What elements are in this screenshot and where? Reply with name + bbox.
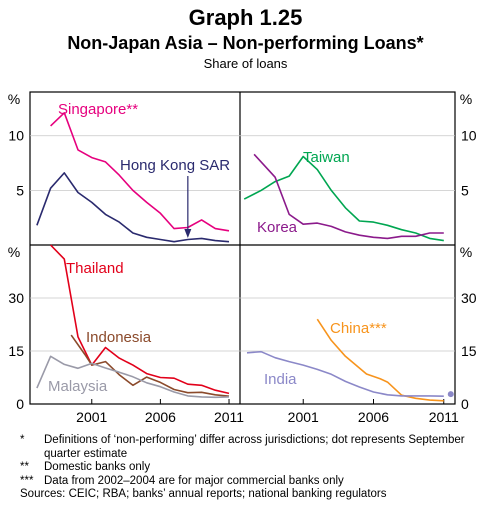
note-text: Definitions of ‘non-performing’ differ a… [44,434,465,460]
y-tick-label: 30 [461,290,477,306]
series-line-singapore [50,112,230,232]
y-unit-label-top-left: % [8,91,20,107]
x-tick-label: 2001 [288,409,319,425]
series-label-thailand: Thailand [66,260,124,277]
plot-frame [29,91,456,405]
y-tick-label: 0 [461,396,469,412]
y-unit-label-top-right: % [460,91,472,107]
y-unit-label-bottom-left: % [8,244,20,260]
y-tick-label: 10 [8,128,24,144]
y-tick-label: 30 [8,290,24,306]
note-2: ** Domestic banks only [20,461,485,475]
x-tick-label: 2011 [429,409,459,425]
september-quarter-estimate-dot [447,391,454,398]
note-3: *** Data from 2002–2004 are for major co… [20,475,485,489]
x-tick-label: 2006 [358,409,389,425]
note-text: Data from 2002–2004 are for major commer… [44,474,344,487]
series-line-taiwan [243,155,444,242]
sources: Sources: CEIC; RBA; banks’ annual report… [20,488,387,500]
x-tick-label: 2011 [214,409,244,425]
series-label-hong-kong-sar: Hong Kong SAR [120,157,230,174]
note-text: Domestic banks only [44,461,151,473]
series-label-china: China*** [330,320,387,337]
y-tick-label: 5 [16,182,24,198]
series-label-korea: Korea [257,219,298,236]
series-line-thailand [50,244,230,395]
series-line-india [246,350,444,397]
y-tick-label: 10 [461,128,477,144]
series-line-china [316,318,444,402]
series-label-india: India [264,371,297,388]
units-label: Share of loans [203,56,288,71]
series-line-hong-kong-sar [36,172,230,243]
note-marker: *** [20,474,34,487]
series-label-singapore: Singapore** [58,101,138,118]
y-unit-label-bottom-right: % [460,244,472,260]
chart-area: %%% % 5 10 Singapore** Hong Kong SAR 5 10 Taiwan… [8,91,477,425]
series-line-korea [253,153,444,240]
note-marker: * [20,434,25,446]
series-line-indonesia [70,334,230,397]
note-1: * Definitions of ‘non-performing’ differ… [20,434,485,461]
annotation-arrow-head [184,229,192,238]
series-label-taiwan: Taiwan [303,149,350,166]
x-tick-label: 2001 [76,409,107,425]
series-label-indonesia: Indonesia [86,329,152,346]
note-marker: ** [20,461,29,473]
y-tick-label: 15 [8,343,24,359]
x-tick-label: 2006 [145,409,176,425]
graph-subtitle: Non-Japan Asia – Non-performing Loans* [67,33,424,53]
graph-title: Graph 1.25 [188,5,303,30]
series-label-malaysia: Malaysia [48,378,108,395]
series-line-malaysia [36,355,230,399]
y-tick-label: 15 [461,343,477,359]
notes: * Definitions of ‘non-performing’ differ… [20,434,485,502]
y-tick-label: 5 [461,182,469,198]
y-tick-label: 0 [16,396,24,412]
